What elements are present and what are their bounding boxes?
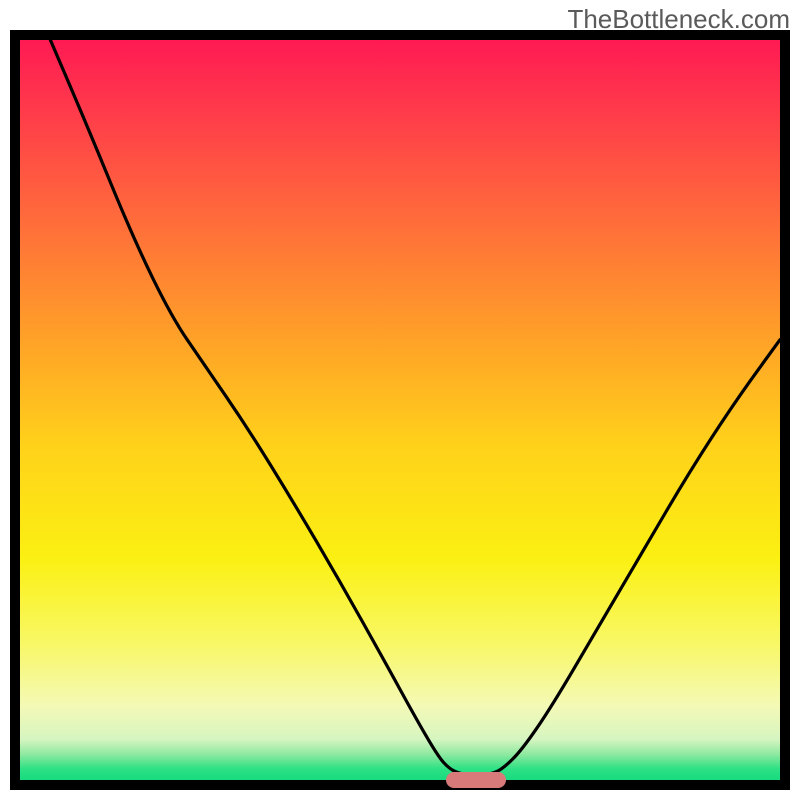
chart-frame: TheBottleneck.com	[0, 0, 800, 800]
plot-outer-box	[10, 30, 790, 790]
bottleneck-curve	[20, 40, 780, 780]
optimal-point-marker	[446, 772, 507, 788]
